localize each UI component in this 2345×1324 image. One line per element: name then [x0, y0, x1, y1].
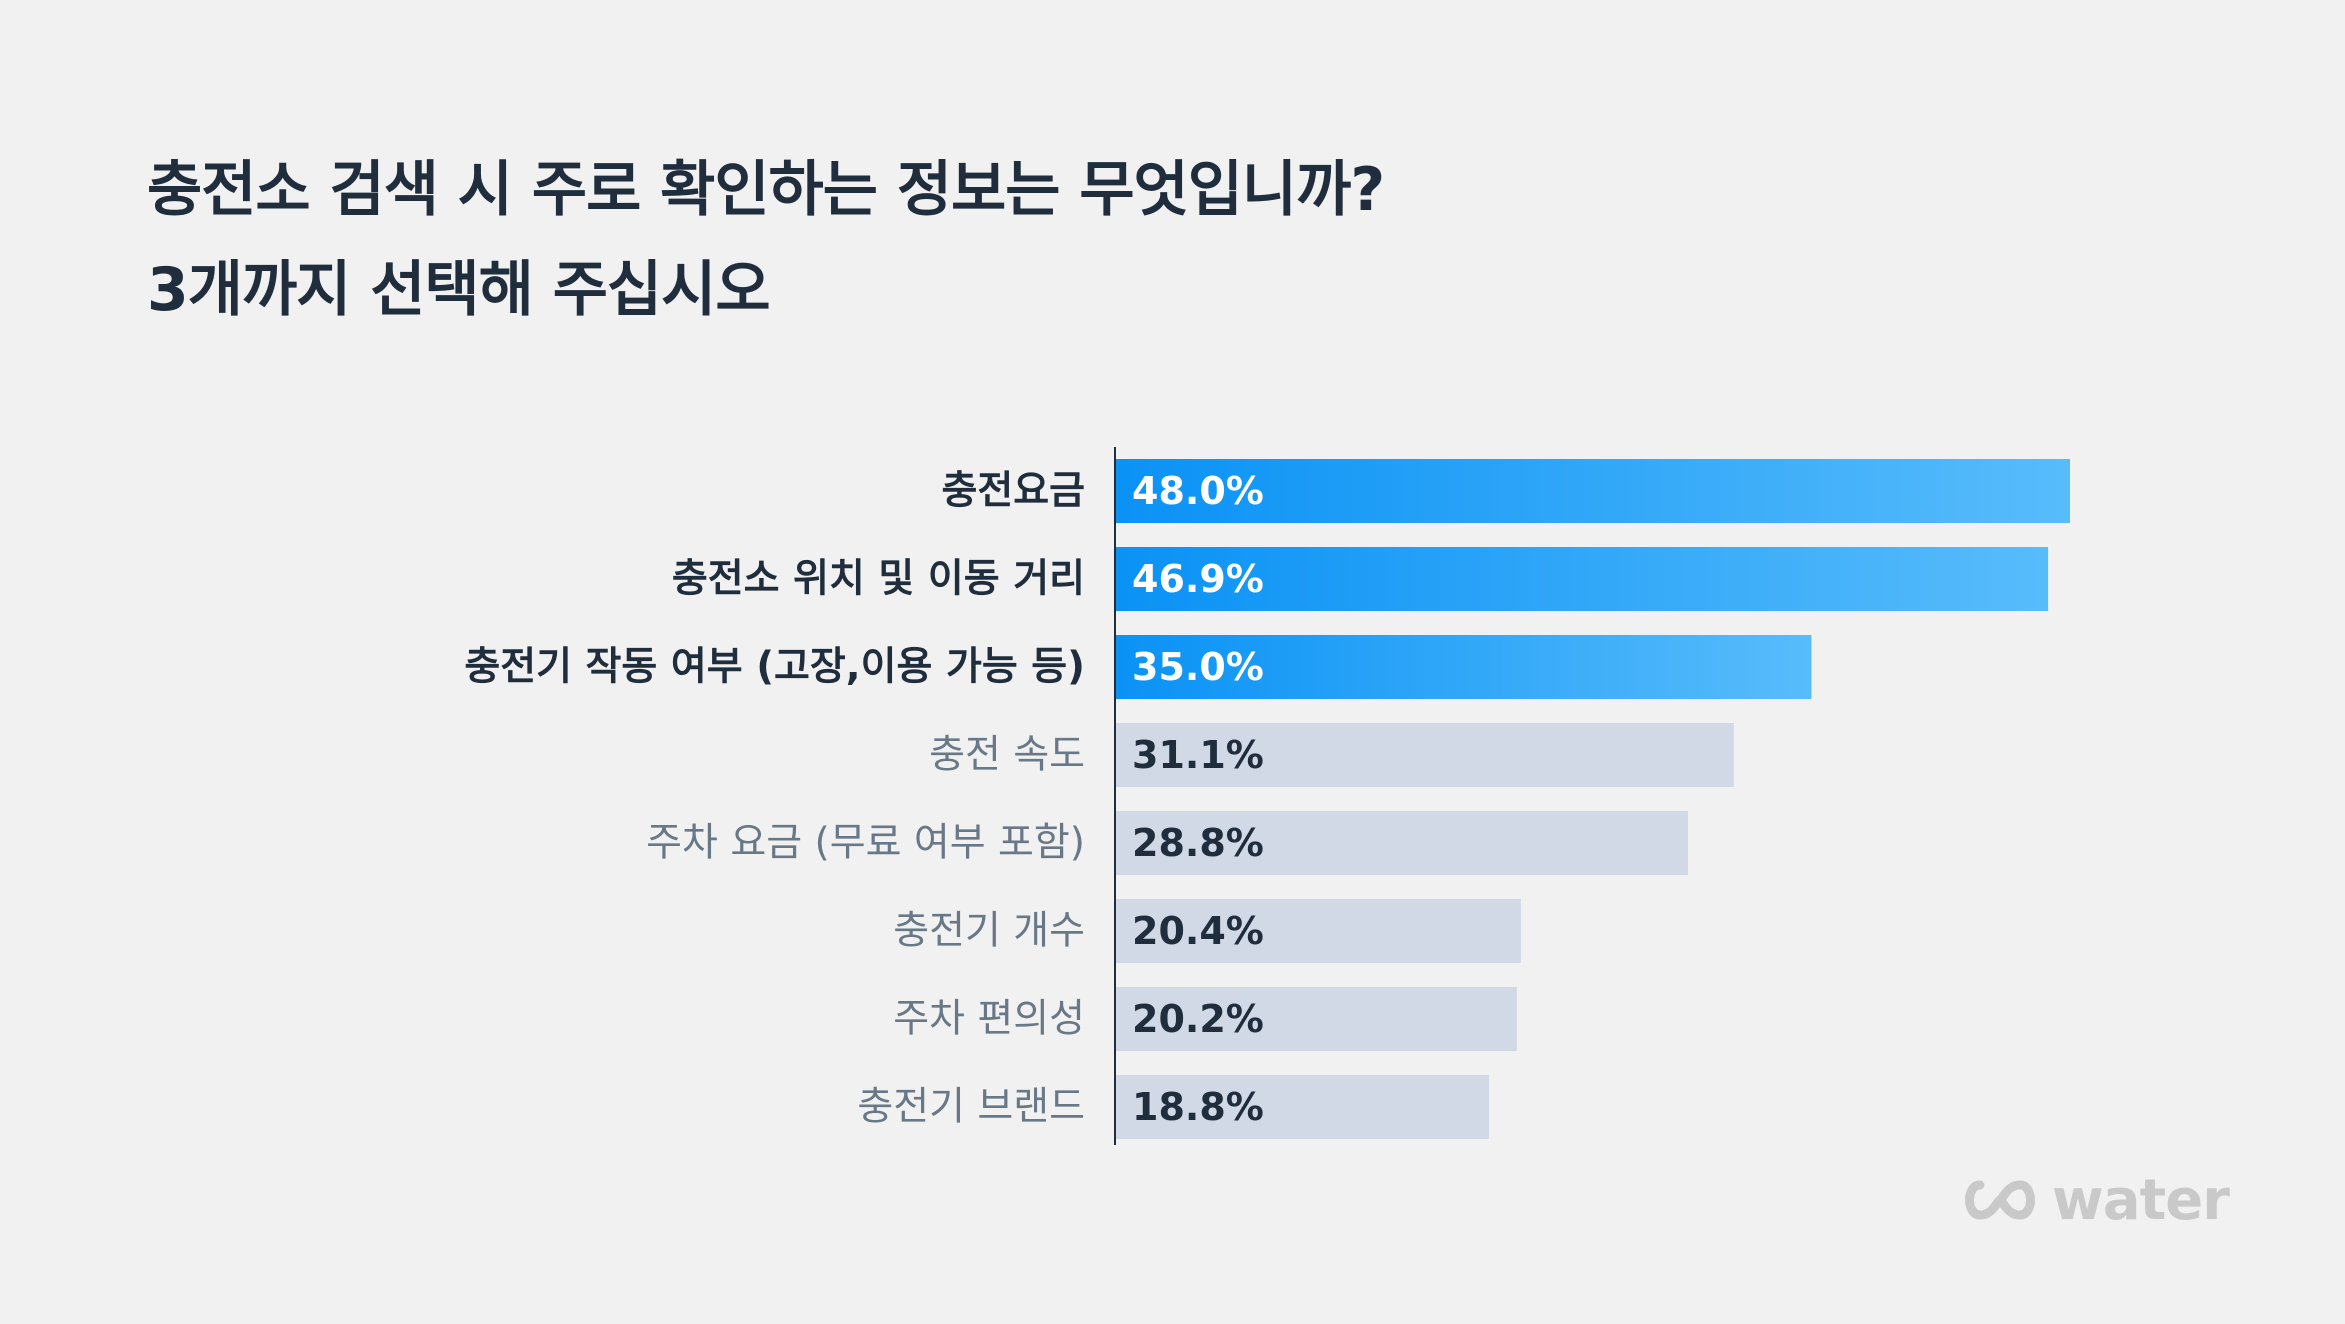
category-label-3: 충전기 작동 여부 (고장,이용 가능 등) [464, 645, 1085, 690]
category-label-4: 충전 속도 [929, 733, 1085, 778]
category-label-2: 충전소 위치 및 이동 거리 [672, 557, 1085, 602]
infinity-icon [1965, 1180, 2035, 1220]
chart-title-line1: 충전소 검색 시 주로 확인하는 정보는 무엇입니까? [147, 155, 1385, 225]
bar-4 [1115, 723, 1734, 787]
value-label-4: 31.1% [1132, 733, 1264, 777]
value-label-3: 35.0% [1132, 645, 1264, 689]
value-label-5: 28.8% [1132, 821, 1264, 865]
category-label-7: 주차 편의성 [893, 997, 1085, 1042]
bar-3 [1115, 635, 1812, 699]
chart-title-line2: 3개까지 선택해 주십시오 [147, 255, 771, 325]
bar-6 [1115, 899, 1521, 963]
bar-1 [1115, 459, 2070, 523]
bar-5 [1115, 811, 1688, 875]
bar-8 [1115, 1075, 1489, 1139]
category-label-8: 충전기 브랜드 [857, 1085, 1085, 1130]
value-label-8: 18.8% [1132, 1085, 1264, 1129]
value-label-2: 46.9% [1132, 557, 1264, 601]
water-logo: water [1960, 1167, 2230, 1233]
category-label-5: 주차 요금 (무료 여부 포함) [646, 821, 1085, 866]
value-label-1: 48.0% [1132, 469, 1264, 513]
logo-text: water [2052, 1167, 2230, 1233]
value-label-6: 20.4% [1132, 909, 1264, 953]
category-label-6: 충전기 개수 [893, 909, 1085, 954]
category-label-1: 충전요금 [941, 469, 1085, 514]
bar-2 [1115, 547, 2049, 611]
bars-group: 48.0% 충전요금 46.9% 충전소 위치 및 이동 거리 35.0% 충전기 작동 … [464, 459, 2070, 1139]
bar-7 [1115, 987, 1517, 1051]
chart-title: 충전소 검색 시 주로 확인하는 정보는 무엇입니까? 3개까지 선택해 주십시… [147, 140, 1847, 340]
value-label-7: 20.2% [1132, 997, 1264, 1041]
